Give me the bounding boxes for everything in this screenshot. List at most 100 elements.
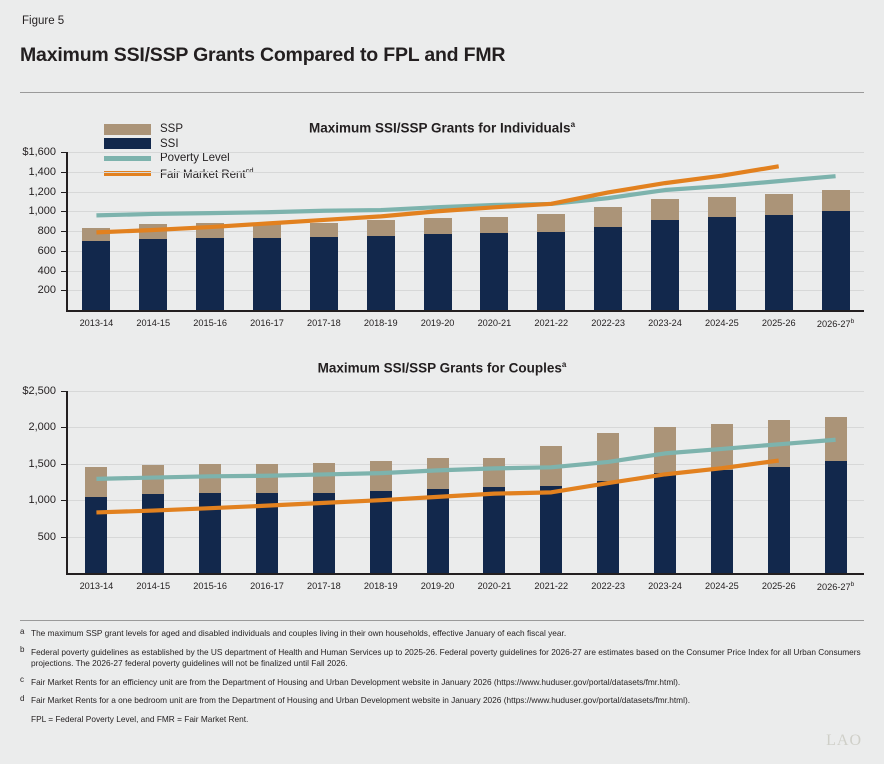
bar-segment-ssp bbox=[256, 463, 278, 493]
gridline bbox=[68, 290, 864, 292]
footnote-c: c Fair Market Rents for an efficiency uni… bbox=[18, 675, 866, 689]
x-axis-label-text: 2022-23 bbox=[591, 318, 625, 328]
bar-segment-ssi bbox=[597, 481, 620, 573]
bar-segment-ssp bbox=[483, 457, 506, 488]
bar-segment-ssi bbox=[483, 487, 506, 573]
gridline bbox=[68, 536, 864, 538]
x-axis-label-2015-16: 2015-16 bbox=[178, 581, 243, 591]
bar-segment-ssi bbox=[196, 237, 225, 310]
x-axis-label-2013-14: 2013-14 bbox=[64, 318, 129, 328]
x-axis-label-text: 2020-21 bbox=[477, 318, 512, 328]
bar-segment-ssp bbox=[651, 199, 679, 220]
x-axis-label-2022-23: 2022-23 bbox=[576, 318, 641, 328]
bar-segment-ssi bbox=[710, 469, 733, 573]
x-axis-label-text: 2015-16 bbox=[193, 318, 227, 328]
x-axis-label-text: 2021-22 bbox=[534, 318, 569, 328]
x-axis-label-2025-26: 2025-26 bbox=[746, 318, 811, 328]
chart-couples: Maximum SSI/SSP Grants for Couplesa 500 1,… bbox=[0, 360, 884, 600]
chart-individuals: Maximum SSI/SSP Grants for Individualsa 2… bbox=[0, 120, 884, 345]
x-axis-label-text: 2025-26 bbox=[761, 581, 796, 591]
y-axis-tick bbox=[61, 463, 66, 465]
bar-2019-20 bbox=[423, 152, 452, 310]
x-axis-label-text: 2015-16 bbox=[193, 581, 227, 591]
bar-segment-ssp bbox=[537, 214, 566, 232]
x-axis-label-text: 2019-20 bbox=[420, 581, 455, 591]
bar-2021-22 bbox=[540, 391, 563, 573]
x-axis-label-2019-20: 2019-20 bbox=[405, 318, 470, 328]
x-axis-label-2016-17: 2016-17 bbox=[235, 581, 300, 591]
bar-segment-ssp bbox=[369, 460, 392, 492]
chart-title: Maximum SSI/SSP Grants for Individualsa bbox=[0, 120, 884, 136]
x-axis-label-2017-18: 2017-18 bbox=[291, 581, 356, 591]
bar-2014-15 bbox=[142, 391, 165, 573]
x-axis bbox=[66, 310, 864, 312]
gridline bbox=[68, 211, 864, 213]
y-axis-tick bbox=[61, 270, 66, 272]
bar-segment-ssp bbox=[196, 223, 225, 238]
bar-2017-18 bbox=[312, 391, 335, 573]
bar-segment-ssp bbox=[199, 464, 222, 493]
x-axis-label-2013-14: 2013-14 bbox=[64, 581, 129, 591]
footnote-text: Fair Market Rents for a one bedroom unit… bbox=[31, 695, 691, 706]
y-axis-label: 800 bbox=[37, 225, 56, 237]
y-axis-label: 1,400 bbox=[28, 165, 56, 178]
bar-segment-ssi bbox=[767, 467, 790, 573]
y-axis-label: 1,200 bbox=[28, 185, 56, 198]
chart-title-text: Maximum SSI/SSP Grants for Couples bbox=[317, 360, 562, 376]
bar-segment-ssp bbox=[309, 222, 338, 238]
footnotes: a The maximum SSP grant levels for aged a… bbox=[18, 627, 866, 733]
bar-segment-ssp bbox=[253, 223, 281, 238]
chart-title: Maximum SSI/SSP Grants for Couplesa bbox=[0, 360, 884, 376]
x-axis-label-2021-22: 2021-22 bbox=[519, 581, 584, 591]
y-axis-label: 600 bbox=[37, 244, 56, 257]
x-axis-label-text: 2016-17 bbox=[250, 318, 284, 328]
footnote-text: Fair Market Rents for an efficiency unit… bbox=[31, 676, 681, 687]
x-axis-label-text: 2018-19 bbox=[363, 318, 398, 328]
gridline bbox=[68, 463, 864, 465]
x-axis-label-2018-19: 2018-19 bbox=[348, 318, 413, 328]
footnote-text: The maximum SSP grant levels for aged an… bbox=[31, 628, 567, 638]
bar-segment-ssi bbox=[139, 238, 168, 310]
gridline bbox=[68, 270, 864, 272]
gridline bbox=[68, 391, 864, 392]
y-axis-label: 1,000 bbox=[28, 494, 56, 507]
x-axis-label-text: 2026-27 bbox=[816, 582, 851, 593]
footnote-a: a The maximum SSP grant levels for aged a… bbox=[18, 627, 866, 640]
x-axis-label-text: 2025-26 bbox=[761, 318, 796, 328]
bar-segment-ssi bbox=[537, 231, 566, 310]
footnote-definition: FPL = Federal Poverty Level, and FMR = F… bbox=[18, 714, 866, 726]
bar-segment-ssi bbox=[369, 491, 392, 573]
bar-segment-ssp bbox=[82, 228, 111, 242]
gridline bbox=[68, 500, 864, 502]
y-axis-label: $1,600 bbox=[22, 146, 56, 158]
bar-2025-26 bbox=[767, 391, 790, 573]
bar-2017-18 bbox=[309, 152, 338, 310]
bar-segment-ssi bbox=[423, 233, 452, 310]
bar-segment-ssp bbox=[597, 433, 620, 482]
x-axis-label-2021-22: 2021-22 bbox=[519, 318, 584, 328]
x-axis-label-text: 2024-25 bbox=[704, 581, 739, 591]
bar-2022-23 bbox=[594, 152, 623, 310]
bar-segment-ssp bbox=[654, 426, 676, 474]
plot-area bbox=[68, 152, 864, 310]
legend-item-ssi: SSI bbox=[104, 137, 254, 152]
bar-2020-21 bbox=[480, 152, 509, 310]
y-axis-tick bbox=[61, 211, 66, 213]
x-axis-label-2023-24: 2023-24 bbox=[633, 581, 698, 591]
x-axis-label-2023-24: 2023-24 bbox=[633, 318, 698, 328]
footnote-divider bbox=[20, 620, 864, 621]
footnote-text: Federal poverty guidelines as establishe… bbox=[31, 646, 861, 669]
bar-segment-ssi bbox=[764, 214, 793, 310]
bar-segment-ssp bbox=[764, 193, 793, 215]
bar-2013-14 bbox=[82, 152, 111, 310]
bar-segment-ssp bbox=[139, 224, 168, 239]
bar-2026-27 bbox=[824, 391, 847, 573]
x-axis-label-2026-27: 2026-27b bbox=[803, 581, 868, 592]
bar-2015-16 bbox=[196, 152, 225, 310]
bar-segment-ssi bbox=[540, 486, 563, 573]
bar-segment-ssp bbox=[707, 196, 736, 217]
x-axis-label-text: 2016-17 bbox=[250, 581, 284, 591]
figure-title: Maximum SSI/SSP Grants Compared to FPL a… bbox=[20, 44, 506, 66]
x-axis-label-2016-17: 2016-17 bbox=[235, 318, 300, 328]
x-axis-label-2019-20: 2019-20 bbox=[405, 581, 470, 591]
